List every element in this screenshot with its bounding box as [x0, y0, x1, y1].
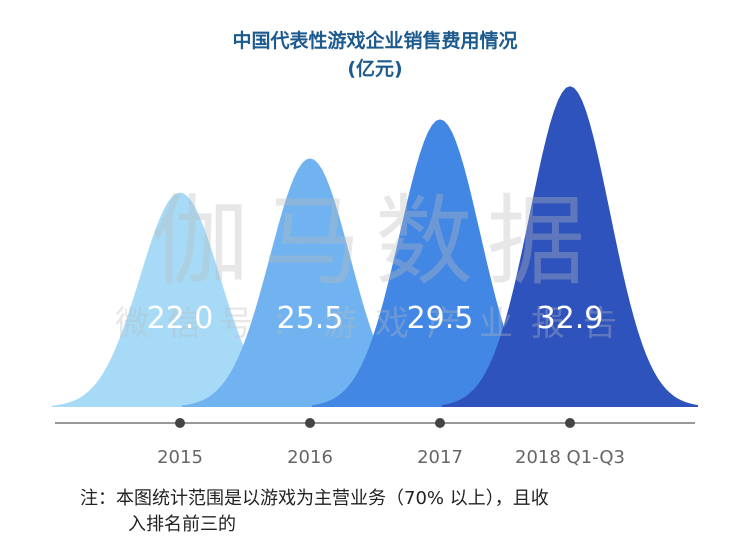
data-label: 29.5 [407, 301, 474, 336]
chart-subtitle: (亿元) [347, 58, 403, 80]
data-label: 32.9 [537, 301, 604, 336]
x-tick-label: 2017 [417, 447, 463, 468]
footnote-line-1: 注：本图统计范围是以游戏为主营业务（70% 以上），且收 [80, 488, 549, 509]
watermark-sub: 微信号：游戏产业报告 [115, 304, 635, 344]
footnote: 注：本图统计范围是以游戏为主营业务（70% 以上），且收 入排名前三的 [80, 486, 680, 538]
footnote-line-2: 入排名前三的 [128, 514, 236, 535]
x-tick-label: 2018 Q1-Q3 [515, 447, 625, 468]
area-2018 Q1-Q3 [442, 86, 698, 407]
watermark-main: 伽马数据 [151, 185, 599, 299]
x-tick-label: 2015 [157, 447, 203, 468]
data-label: 25.5 [277, 301, 344, 336]
data-label: 22.0 [147, 301, 214, 336]
tick-dot [565, 418, 575, 428]
tick-dot [305, 418, 315, 428]
chart-title: 中国代表性游戏企业销售费用情况 [232, 30, 518, 52]
tick-dot [175, 418, 185, 428]
x-tick-label: 2016 [287, 447, 333, 468]
tick-dot [435, 418, 445, 428]
